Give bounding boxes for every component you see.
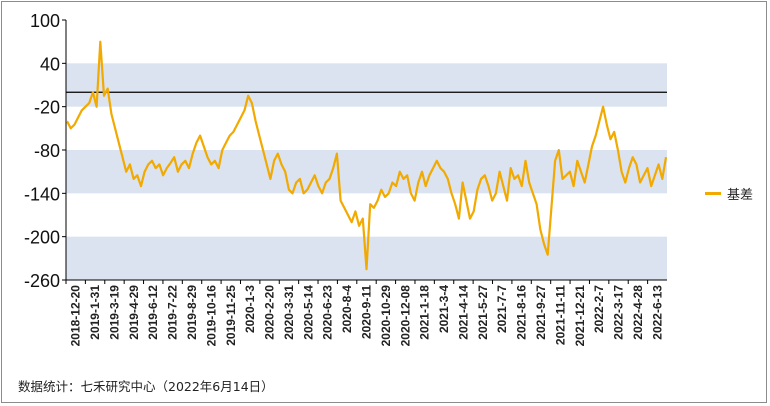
series-line-jicha xyxy=(66,40,668,271)
x-tick-label: 2020-3-31 xyxy=(282,285,296,340)
y-tick-label: 100 xyxy=(30,11,60,31)
x-tick-label: 2022-6-13 xyxy=(650,285,664,340)
x-tick-label: 2019-1-31 xyxy=(88,285,102,340)
x-tick-label: 2021-8-16 xyxy=(515,285,529,340)
x-tick-label: 2019-8-29 xyxy=(185,285,199,340)
legend-label: 基差 xyxy=(727,188,754,203)
x-tick-label: 2020-8-4 xyxy=(340,285,354,333)
x-tick-label: 2021-4-14 xyxy=(456,285,470,340)
legend-swatch xyxy=(705,192,721,195)
x-tick-label: 2019-11-25 xyxy=(224,285,238,346)
x-tick-label: 2021-11-11 xyxy=(553,285,567,345)
x-tick-label: 2022-4-28 xyxy=(631,285,645,340)
x-tick-label: 2020-10-29 xyxy=(379,285,393,347)
x-tick-label: 2019-7-22 xyxy=(166,285,180,340)
x-tick-label: 2019-6-12 xyxy=(146,285,160,340)
y-tick-label: -80 xyxy=(34,141,60,161)
legend: 基差 xyxy=(705,184,753,203)
x-tick-label: 2020-9-11 xyxy=(360,285,374,339)
x-tick-label: 2021-1-18 xyxy=(418,285,432,340)
grid-band xyxy=(66,63,667,107)
x-tick-label: 2019-3-19 xyxy=(107,285,121,340)
x-tick-label: 2021-3-4 xyxy=(437,285,451,333)
x-tick-label: 2021-9-27 xyxy=(534,285,548,340)
y-tick-label: -20 xyxy=(34,98,60,118)
x-tick-label: 2019-10-16 xyxy=(204,285,218,347)
x-tick-label: 2020-6-23 xyxy=(321,285,335,340)
background-bands xyxy=(66,63,667,280)
x-tick-label: 2021-12-21 xyxy=(573,285,587,347)
x-tick-label: 2022-3-17 xyxy=(612,285,626,340)
source-note: 数据统计：七禾研究中心（2022年6月14日） xyxy=(18,379,274,394)
x-tick-label: 2019-4-29 xyxy=(127,285,141,340)
x-tick-label: 2020-5-14 xyxy=(301,285,315,340)
x-tick-label: 2018-12-20 xyxy=(69,285,83,347)
x-tick-label: 2022-2-7 xyxy=(592,285,606,333)
x-tick-label: 2021-7-7 xyxy=(495,285,509,333)
y-tick-label: -140 xyxy=(24,184,60,204)
x-tick-label: 2020-2-20 xyxy=(263,285,277,340)
x-tick-label: 2020-1-3 xyxy=(243,285,257,333)
y-tick-label: 40 xyxy=(40,54,60,74)
y-tick-label: -200 xyxy=(24,228,60,248)
x-axis: 2018-12-20 2019-1-31 2019-3-19 2019-4-29 201… xyxy=(65,279,667,347)
y-axis: 100 40 -20 -80 -140 -200 -260 xyxy=(24,11,67,291)
y-tick-label: -260 xyxy=(24,271,60,291)
x-tick-label: 2021-5-27 xyxy=(476,285,490,340)
grid-band xyxy=(66,150,667,194)
x-tick-label: 2020-12-08 xyxy=(398,285,412,347)
